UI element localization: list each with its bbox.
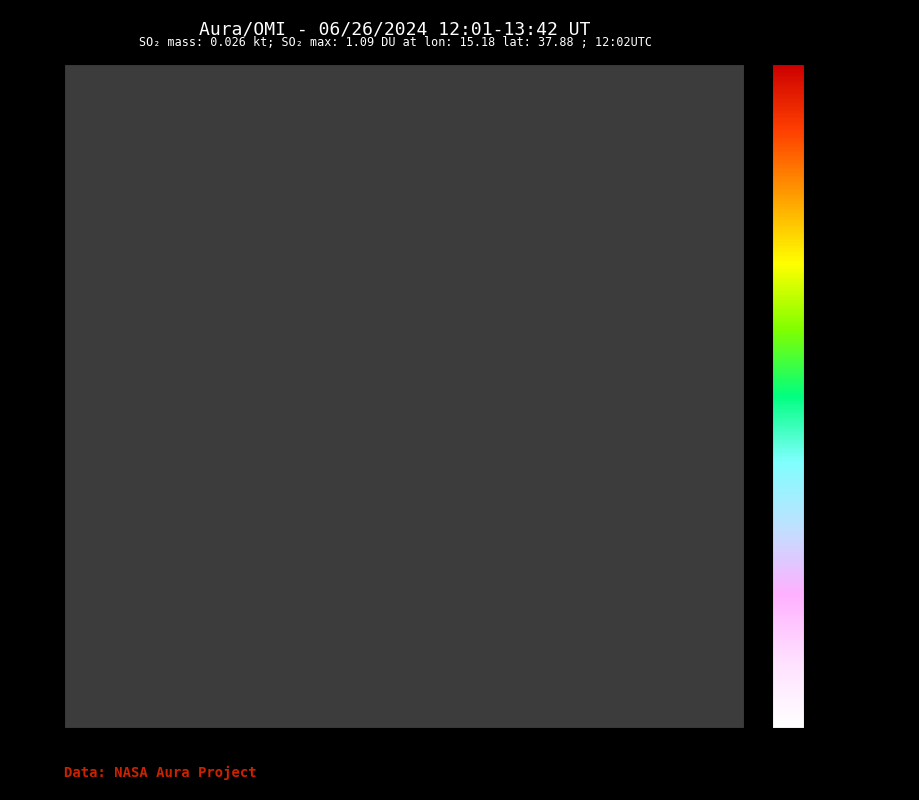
Y-axis label: PCA SO₂ column TRM [DU]: PCA SO₂ column TRM [DU]: [838, 314, 851, 478]
Text: SO₂ mass: 0.026 kt; SO₂ max: 1.09 DU at lon: 15.18 lat: 37.88 ; 12:02UTC: SO₂ mass: 0.026 kt; SO₂ max: 1.09 DU at …: [139, 36, 652, 49]
Text: Data: NASA Aura Project: Data: NASA Aura Project: [64, 766, 257, 780]
Text: Aura/OMI - 06/26/2024 12:01-13:42 UT: Aura/OMI - 06/26/2024 12:01-13:42 UT: [199, 20, 591, 38]
